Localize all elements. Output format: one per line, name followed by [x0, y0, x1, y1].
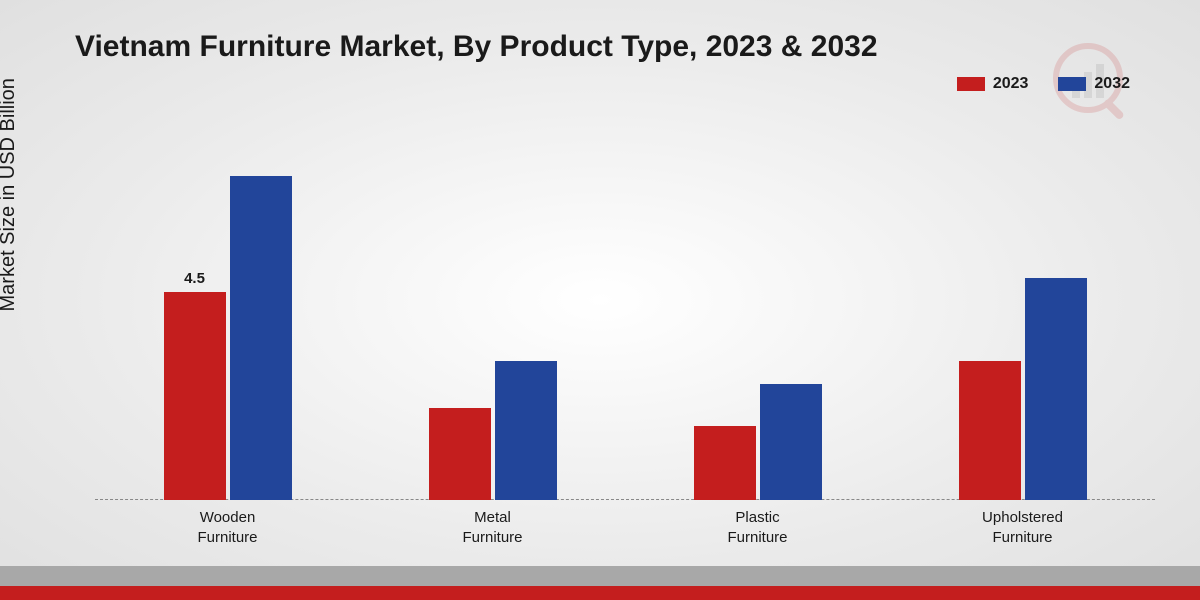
bar-pair	[429, 361, 557, 500]
plot-area: 4.5WoodenFurnitureMetalFurniturePlasticF…	[95, 130, 1155, 500]
bar	[760, 384, 822, 500]
chart-title: Vietnam Furniture Market, By Product Typ…	[75, 30, 878, 64]
footer-red-bar	[0, 586, 1200, 600]
legend-swatch-2023	[957, 77, 985, 91]
bar	[429, 408, 491, 501]
legend-swatch-2032	[1058, 77, 1086, 91]
category-group: PlasticFurniture	[625, 130, 890, 500]
bar	[495, 361, 557, 500]
legend-item-2032: 2032	[1058, 75, 1130, 93]
category-label: UpholsteredFurniture	[890, 500, 1155, 547]
category-group: MetalFurniture	[360, 130, 625, 500]
bar-pair	[164, 176, 292, 500]
bar-pair	[694, 384, 822, 500]
category-group: UpholsteredFurniture	[890, 130, 1155, 500]
category-label: WoodenFurniture	[95, 500, 360, 547]
y-axis-label: Market Size in USD Billion	[0, 78, 20, 311]
bar-value-label: 4.5	[164, 270, 226, 287]
legend-label-2032: 2032	[1094, 75, 1130, 93]
footer-gray-bar	[0, 566, 1200, 586]
bar	[959, 361, 1021, 500]
category-label: MetalFurniture	[360, 500, 625, 547]
bar	[694, 426, 756, 500]
category-label: PlasticFurniture	[625, 500, 890, 547]
category-group: 4.5WoodenFurniture	[95, 130, 360, 500]
legend-label-2023: 2023	[993, 75, 1029, 93]
bar	[230, 176, 292, 500]
legend-item-2023: 2023	[957, 75, 1029, 93]
bar-pair	[959, 278, 1087, 500]
bar	[1025, 278, 1087, 500]
legend: 2023 2032	[957, 75, 1130, 93]
bar	[164, 292, 226, 500]
